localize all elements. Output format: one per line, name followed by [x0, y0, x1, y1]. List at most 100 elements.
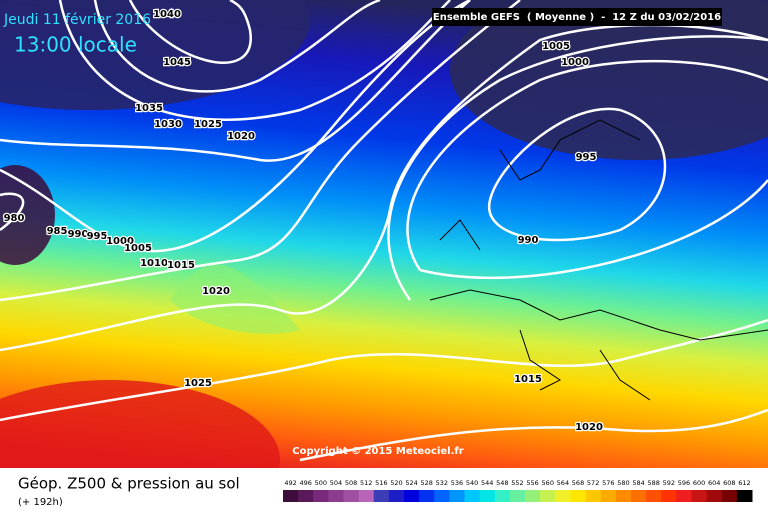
scale-swatch	[570, 490, 587, 502]
scale-swatch	[313, 490, 329, 502]
scale-label: 592	[663, 479, 675, 487]
isobar-label: 1020	[575, 422, 603, 433]
scale-swatch	[343, 490, 360, 502]
isobar-label: 1005	[124, 243, 152, 254]
scale-label: 580	[617, 479, 629, 487]
scale-swatch	[494, 490, 511, 502]
scale-swatch	[615, 490, 632, 502]
scale-label: 552	[511, 479, 523, 487]
scale-swatch	[509, 490, 526, 502]
isobar-label: 1040	[153, 9, 181, 20]
isobar-label: 1010	[140, 258, 168, 269]
scale-swatch	[373, 490, 390, 502]
isobar-label: 1015	[167, 260, 195, 271]
scale-label: 536	[451, 479, 463, 487]
scale-label: 568	[572, 479, 584, 487]
isobar-label: 995	[87, 231, 108, 242]
isobar	[406, 59, 768, 271]
scale-label: 508	[345, 479, 357, 487]
isobar	[0, 0, 471, 162]
scale-swatch	[283, 490, 299, 502]
isobar-label: 1020	[202, 286, 230, 297]
scale-label: 560	[542, 479, 554, 487]
copyright: Copyright © 2015 Meteociel.fr	[292, 446, 463, 457]
isobar-label: 1020	[227, 131, 255, 142]
scale-swatch	[661, 490, 677, 502]
ridge	[170, 264, 300, 334]
scale-label: 572	[587, 479, 599, 487]
isobar	[0, 0, 521, 302]
scale-swatch	[676, 490, 692, 502]
scale-swatch	[434, 490, 450, 502]
isobar-label: 995	[576, 152, 597, 163]
scale-label: 520	[390, 479, 402, 487]
scale-label: 608	[723, 479, 735, 487]
scale-label: 600	[693, 479, 705, 487]
isobar-label: 1005	[542, 41, 570, 52]
scale-swatch	[449, 490, 466, 502]
scale-swatch	[585, 490, 602, 502]
scale-swatch	[298, 490, 314, 502]
scale-label: 496	[299, 479, 311, 487]
isobar-label: 980	[4, 213, 25, 224]
scale-swatch	[555, 490, 571, 502]
scale-swatch	[736, 490, 753, 502]
scale-label: 512	[360, 479, 372, 487]
footer-title: Géop. Z500 & pression au sol	[18, 475, 240, 493]
scale-label: 564	[557, 479, 569, 487]
isobar-label: 990	[68, 229, 89, 240]
scale-label: 588	[647, 479, 659, 487]
deep-low	[0, 165, 55, 265]
scale-swatch	[600, 490, 617, 502]
low-geop	[450, 0, 768, 160]
date: Jeudi 11 février 2016	[3, 12, 151, 28]
scale-label: 540	[466, 479, 478, 487]
isobar	[0, 0, 471, 253]
scale-label: 584	[632, 479, 644, 487]
time: 13:00 locale	[14, 33, 137, 57]
isobar	[487, 107, 667, 242]
isobar	[93, 0, 381, 93]
run-info: Ensemble GEFS ( Moyenne ) - 12 Z du 03/0…	[433, 12, 721, 23]
isobar-label: 1000	[561, 57, 589, 68]
scale-label: 548	[496, 479, 508, 487]
run-box	[432, 8, 722, 26]
scale-label: 492	[284, 479, 296, 487]
scale-swatch	[328, 490, 345, 502]
scale-label: 516	[375, 479, 387, 487]
isobar-label: 1045	[163, 57, 191, 68]
scale-label: 532	[436, 479, 448, 487]
scale-swatch	[479, 490, 496, 502]
scale-label: 528	[421, 479, 433, 487]
scale-swatch	[721, 490, 738, 502]
low-geop	[0, 0, 310, 110]
scale-swatch	[630, 490, 647, 502]
scale-label: 612	[738, 479, 750, 487]
scale-swatch	[358, 490, 375, 502]
isobar-label: 1030	[154, 119, 182, 130]
isobar-label: 1000	[106, 236, 134, 247]
isobar	[0, 318, 768, 422]
scale-label: 504	[330, 479, 342, 487]
scale-swatch	[419, 490, 435, 502]
isobar-label: 990	[518, 235, 539, 246]
scale-label: 500	[315, 479, 327, 487]
scale-label: 544	[481, 479, 493, 487]
isobar	[0, 192, 25, 231]
scale-label: 596	[678, 479, 690, 487]
scale-label: 576	[602, 479, 614, 487]
isobar	[387, 35, 768, 301]
isobar-label: 985	[47, 226, 68, 237]
scale-label: 604	[708, 479, 720, 487]
isobar	[419, 179, 768, 280]
coastline	[429, 119, 768, 401]
isobar-label: 1025	[194, 119, 222, 130]
scale-swatch	[464, 490, 481, 502]
scale-swatch	[388, 490, 405, 502]
isobar	[58, 0, 451, 121]
isobar	[128, 0, 252, 64]
scale-swatch	[540, 490, 556, 502]
scale-label: 524	[405, 479, 417, 487]
scale-swatch	[691, 490, 708, 502]
